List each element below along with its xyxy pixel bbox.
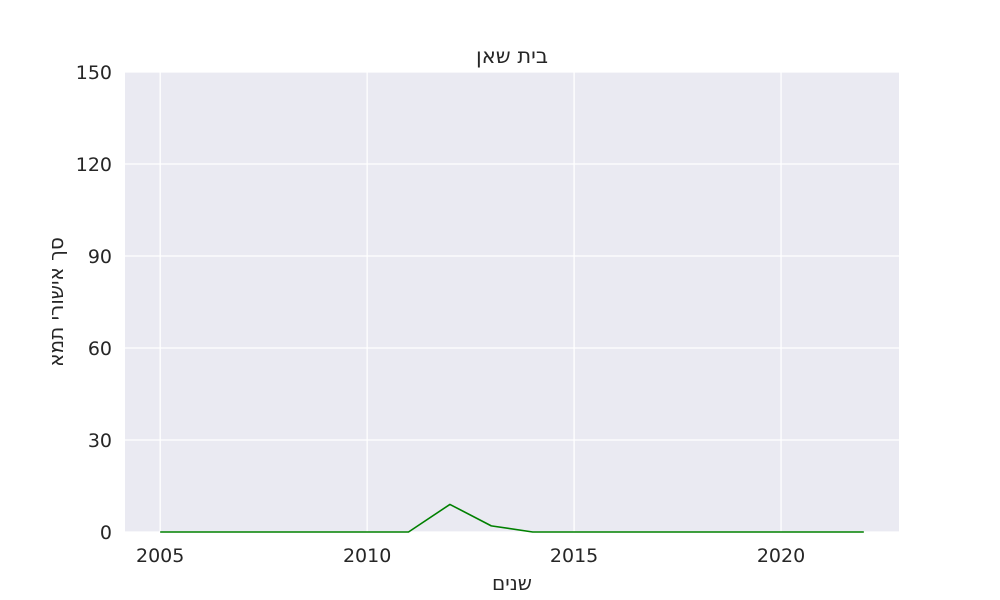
chart-title: בית שאן	[476, 44, 548, 68]
y-tick-label: 0	[100, 522, 112, 544]
x-axis-title: שנים	[492, 571, 532, 595]
y-tick-label: 150	[76, 62, 112, 84]
y-tick-label: 30	[88, 430, 112, 452]
y-axis-title: סך אישורי תמא	[44, 237, 68, 367]
x-tick-label: 2010	[343, 545, 391, 567]
y-tick-label: 120	[76, 154, 112, 176]
x-tick-label: 2005	[136, 545, 184, 567]
x-tick-label: 2015	[550, 545, 598, 567]
y-tick-labels: 0 30 60 90 120 150	[76, 62, 112, 544]
y-tick-label: 60	[88, 338, 112, 360]
y-tick-label: 90	[88, 246, 112, 268]
x-tick-labels: 2005 2010 2015 2020	[136, 545, 805, 567]
plot-background	[125, 72, 899, 532]
x-tick-label: 2020	[757, 545, 805, 567]
series-line-0	[160, 503, 864, 533]
series-layer	[160, 503, 864, 533]
